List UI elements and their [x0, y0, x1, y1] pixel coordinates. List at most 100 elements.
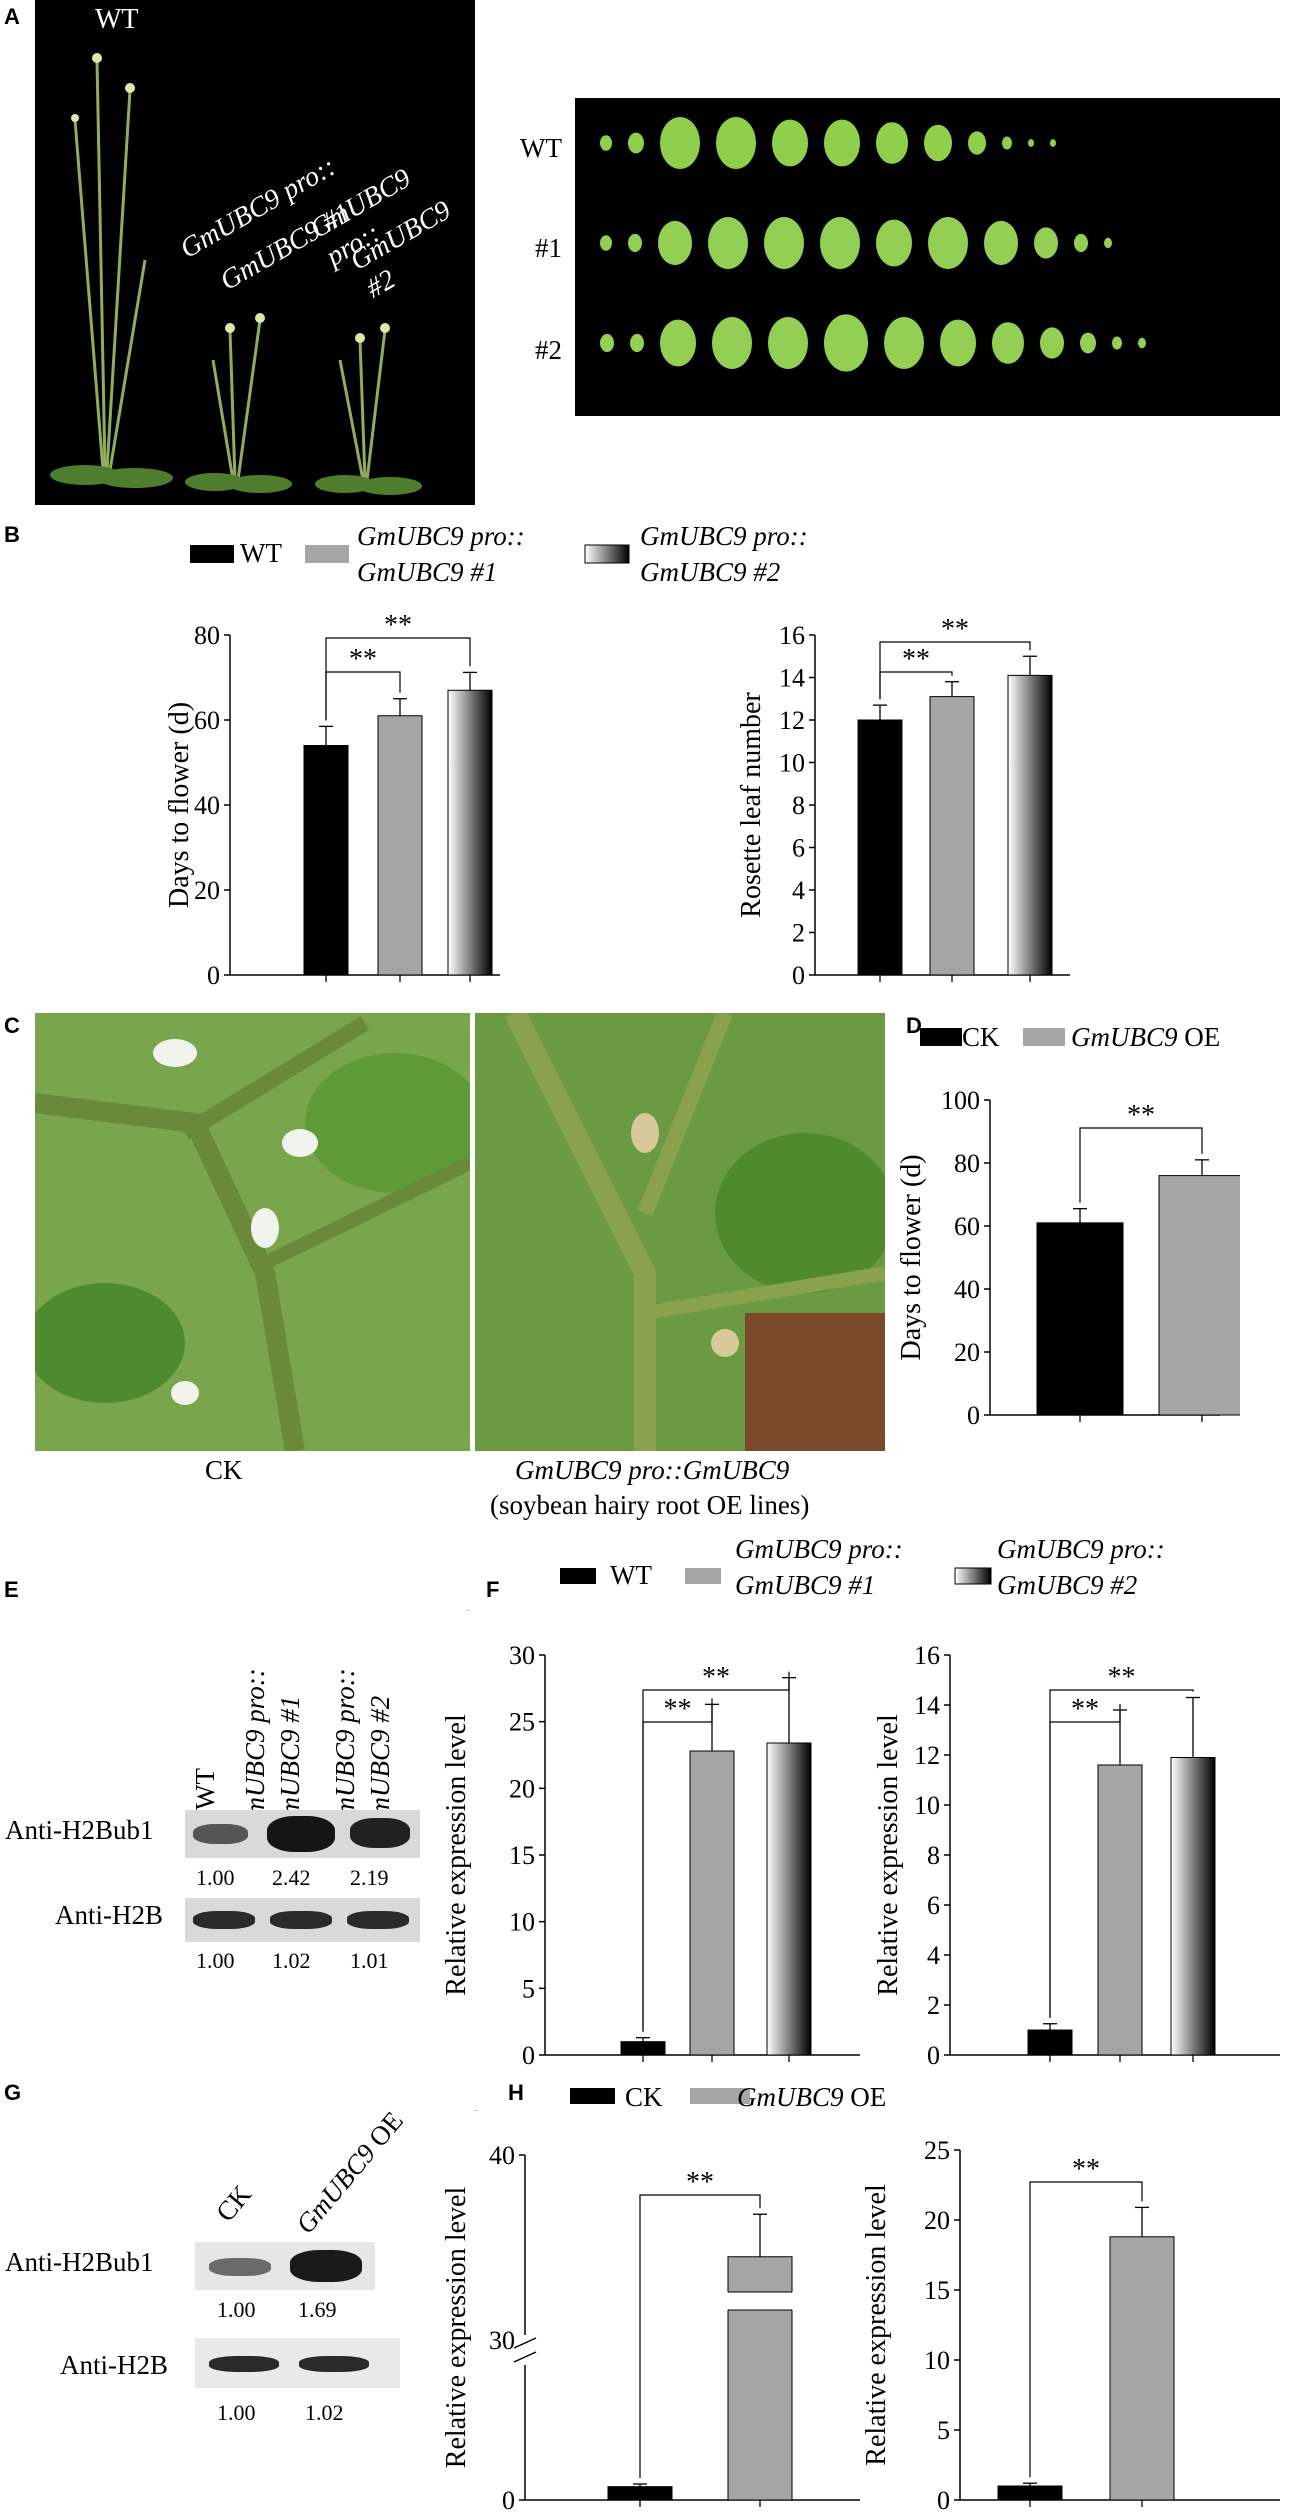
y-tick-label: 20	[194, 876, 220, 905]
leaf	[1104, 237, 1112, 249]
significance-bracket	[639, 2194, 761, 2478]
y-tick-label: 5	[937, 2416, 950, 2445]
chart-days-to-flower-d: 0 20 40 60 80 100 Days to flower (d) **	[900, 1086, 1240, 1430]
leaf-illustration	[600, 117, 1146, 372]
legend-b: WT GmUBC9 pro:: GmUBC9 #1 GmUBC9 pro:: G…	[190, 521, 808, 587]
legend-b-label-wt: WT	[240, 538, 282, 568]
blot-g-lane-ck: CK	[210, 2179, 258, 2228]
y-tick-label: 0	[522, 2041, 535, 2070]
significance-bracket	[325, 671, 401, 721]
leaf	[600, 135, 612, 151]
leaf	[712, 317, 752, 369]
legend-d-swatch-ck	[920, 1028, 962, 1046]
legend-h-label-ck: CK	[625, 2082, 663, 2112]
leaf	[968, 131, 986, 155]
leaf-photo	[575, 98, 1280, 416]
bar	[377, 715, 423, 976]
significance-label: **	[664, 1694, 692, 1725]
leaf	[984, 220, 1018, 266]
bar	[997, 2485, 1063, 2501]
blot-e-row1	[185, 1810, 420, 1858]
ck-caption: CK	[205, 1455, 243, 1485]
leaf	[600, 235, 612, 251]
leaf-row-label-1: #1	[535, 233, 562, 263]
y-tick-label: 4	[927, 1941, 940, 1970]
y-tick-label: 15	[509, 1841, 535, 1870]
chart-gmmaf4: 0 5 10 15 20 25 Relative expression level GmMAF…	[860, 2110, 1280, 2515]
legend-b-label-2b: GmUBC9 #2	[640, 557, 780, 587]
leaf-row-label-wt: WT	[520, 133, 562, 163]
y-tick-label: 30	[509, 1641, 535, 1670]
leaf	[660, 117, 700, 169]
y-tick-label: 10	[914, 1791, 940, 1820]
axis-break-gap	[514, 2335, 536, 2365]
y-tick-label: 60	[954, 1212, 980, 1241]
y-tick-label: 12	[914, 1741, 940, 1770]
leaf	[716, 117, 756, 169]
significance-bracket	[1049, 1689, 1194, 2018]
chart-atmaf4: 0 2 4 6 8 10 12 14 16 Relative expression level At…	[875, 1610, 1280, 2070]
legend-f-swatch-2	[954, 1567, 992, 1585]
bar-break-gap	[727, 2292, 793, 2310]
significance-bracket	[1079, 1127, 1203, 1203]
significance-label: **	[702, 1662, 730, 1693]
leaf	[628, 233, 642, 253]
legend-h-swatch-ck	[570, 2088, 615, 2104]
y-tick-label: 12	[779, 706, 805, 735]
y-tick-label: 8	[927, 1841, 940, 1870]
leaf	[1040, 327, 1064, 359]
y-tick-label: 10	[779, 749, 805, 778]
significance-label: **	[1072, 2154, 1100, 2185]
y-tick-label: 25	[509, 1708, 535, 1737]
y-tick-label: 30	[489, 2326, 515, 2355]
oe-caption-sub: (soybean hairy root OE lines)	[490, 1490, 810, 1520]
legend-h-label-oe: GmUBC9 OE	[737, 2082, 886, 2112]
legend-f-label-1a: GmUBC9 pro::	[735, 1534, 903, 1564]
y-tick-label: 15	[924, 2276, 950, 2305]
bar	[607, 2486, 673, 2501]
blot-g-row1-v1: 1.00	[217, 2297, 256, 2322]
significance-label: **	[902, 644, 930, 675]
blot-g-lane-oe-gene: GmUBC9	[290, 2138, 382, 2240]
y-axis-label: Days to flower (d)	[164, 702, 195, 908]
blot-e-row2-v3: 1.01	[350, 1948, 389, 1973]
blot-e-row1-label: Anti-H2Bub1	[5, 1815, 154, 1845]
y-tick-label: 10	[509, 1908, 535, 1937]
leaf	[1138, 337, 1146, 349]
bar	[447, 689, 493, 976]
y-tick-label: 0	[502, 2486, 515, 2515]
panel-letter-d: D	[906, 1013, 922, 1038]
y-tick-label: 16	[779, 621, 805, 650]
panel-letter-c: C	[4, 1013, 20, 1038]
bar	[303, 745, 349, 976]
legend-b-label-2a: GmUBC9 pro::	[640, 521, 808, 551]
y-tick-label: 2	[927, 1991, 940, 2020]
bar	[1027, 2029, 1073, 2056]
chart-gmflc: 0 30 40 Relative expression level GmFLC **	[440, 2110, 860, 2515]
chart-title: AtFLC	[440, 1610, 478, 1616]
legend-f-label-2a: GmUBC9 pro::	[997, 1534, 1165, 1564]
legend-h-swatch-oe	[690, 2088, 750, 2104]
significance-bracket	[879, 671, 953, 700]
y-tick-label: 60	[194, 706, 220, 735]
y-tick-label: 0	[937, 2486, 950, 2515]
y-tick-label: 40	[194, 791, 220, 820]
y-axis-label: Relative expression level	[861, 2184, 892, 2466]
y-tick-label: 6	[792, 834, 805, 863]
legend-f-label-2b: GmUBC9 #2	[997, 1570, 1137, 1600]
y-tick-label: 14	[914, 1691, 940, 1720]
oe-soybean-illustration	[475, 1013, 885, 1451]
leaf	[1050, 139, 1056, 147]
leaf	[630, 333, 644, 353]
bar	[1097, 1764, 1143, 2056]
legend-b-swatch-2	[584, 544, 630, 564]
leaf	[1080, 332, 1096, 354]
y-tick-label: 16	[914, 1641, 940, 1670]
leaf	[658, 220, 692, 266]
panel-letter-a: A	[4, 4, 20, 29]
significance-bracket	[1029, 2181, 1143, 2478]
blot-g-row2-label: Anti-H2B	[60, 2350, 168, 2380]
bar	[1007, 674, 1053, 976]
oe-caption: GmUBC9 pro::GmUBC9	[515, 1455, 790, 1485]
significance-label: **	[349, 644, 377, 675]
